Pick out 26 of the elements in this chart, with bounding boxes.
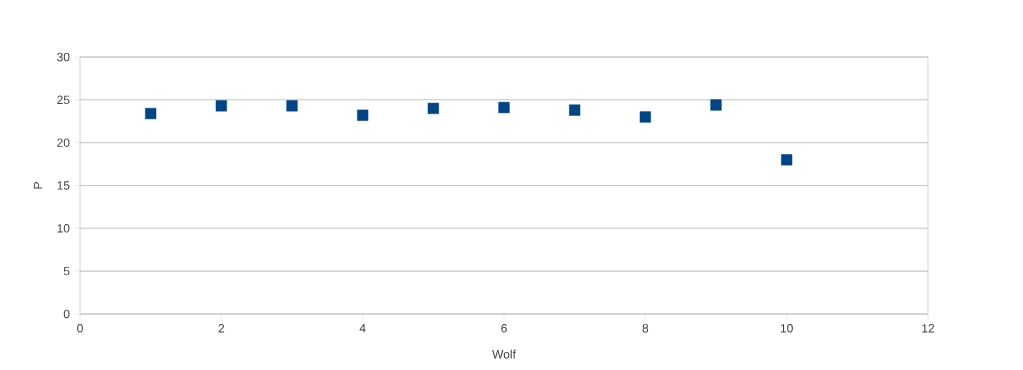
point (427, 102, 439, 114)
x-tick-label: 10 (780, 324, 793, 333)
point (145, 107, 157, 120)
point (569, 104, 581, 116)
point (357, 109, 369, 121)
point (781, 154, 793, 166)
y-tick-label: 10 (57, 224, 70, 233)
x-tick-label: 6 (501, 324, 507, 333)
y-tick-label: 15 (57, 181, 70, 190)
point (710, 99, 722, 111)
x-tick-label: 12 (922, 324, 935, 333)
point (215, 100, 227, 112)
point (498, 101, 510, 114)
y-tick-label: 25 (57, 95, 70, 105)
y-axis-title: P (33, 182, 43, 189)
y-tick-label: 0 (63, 309, 70, 319)
x-tick-label: 0 (77, 324, 83, 333)
point (639, 111, 651, 123)
y-tick-label: 20 (57, 138, 70, 147)
x-tick-label: 2 (218, 324, 225, 333)
y-tick-label: 5 (63, 266, 70, 276)
x-tick-label: 4 (359, 324, 366, 333)
point (286, 100, 298, 112)
y-tick-label: 30 (57, 52, 70, 62)
x-axis-title: Wolf (492, 349, 516, 359)
x-tick-label: 8 (642, 324, 649, 333)
